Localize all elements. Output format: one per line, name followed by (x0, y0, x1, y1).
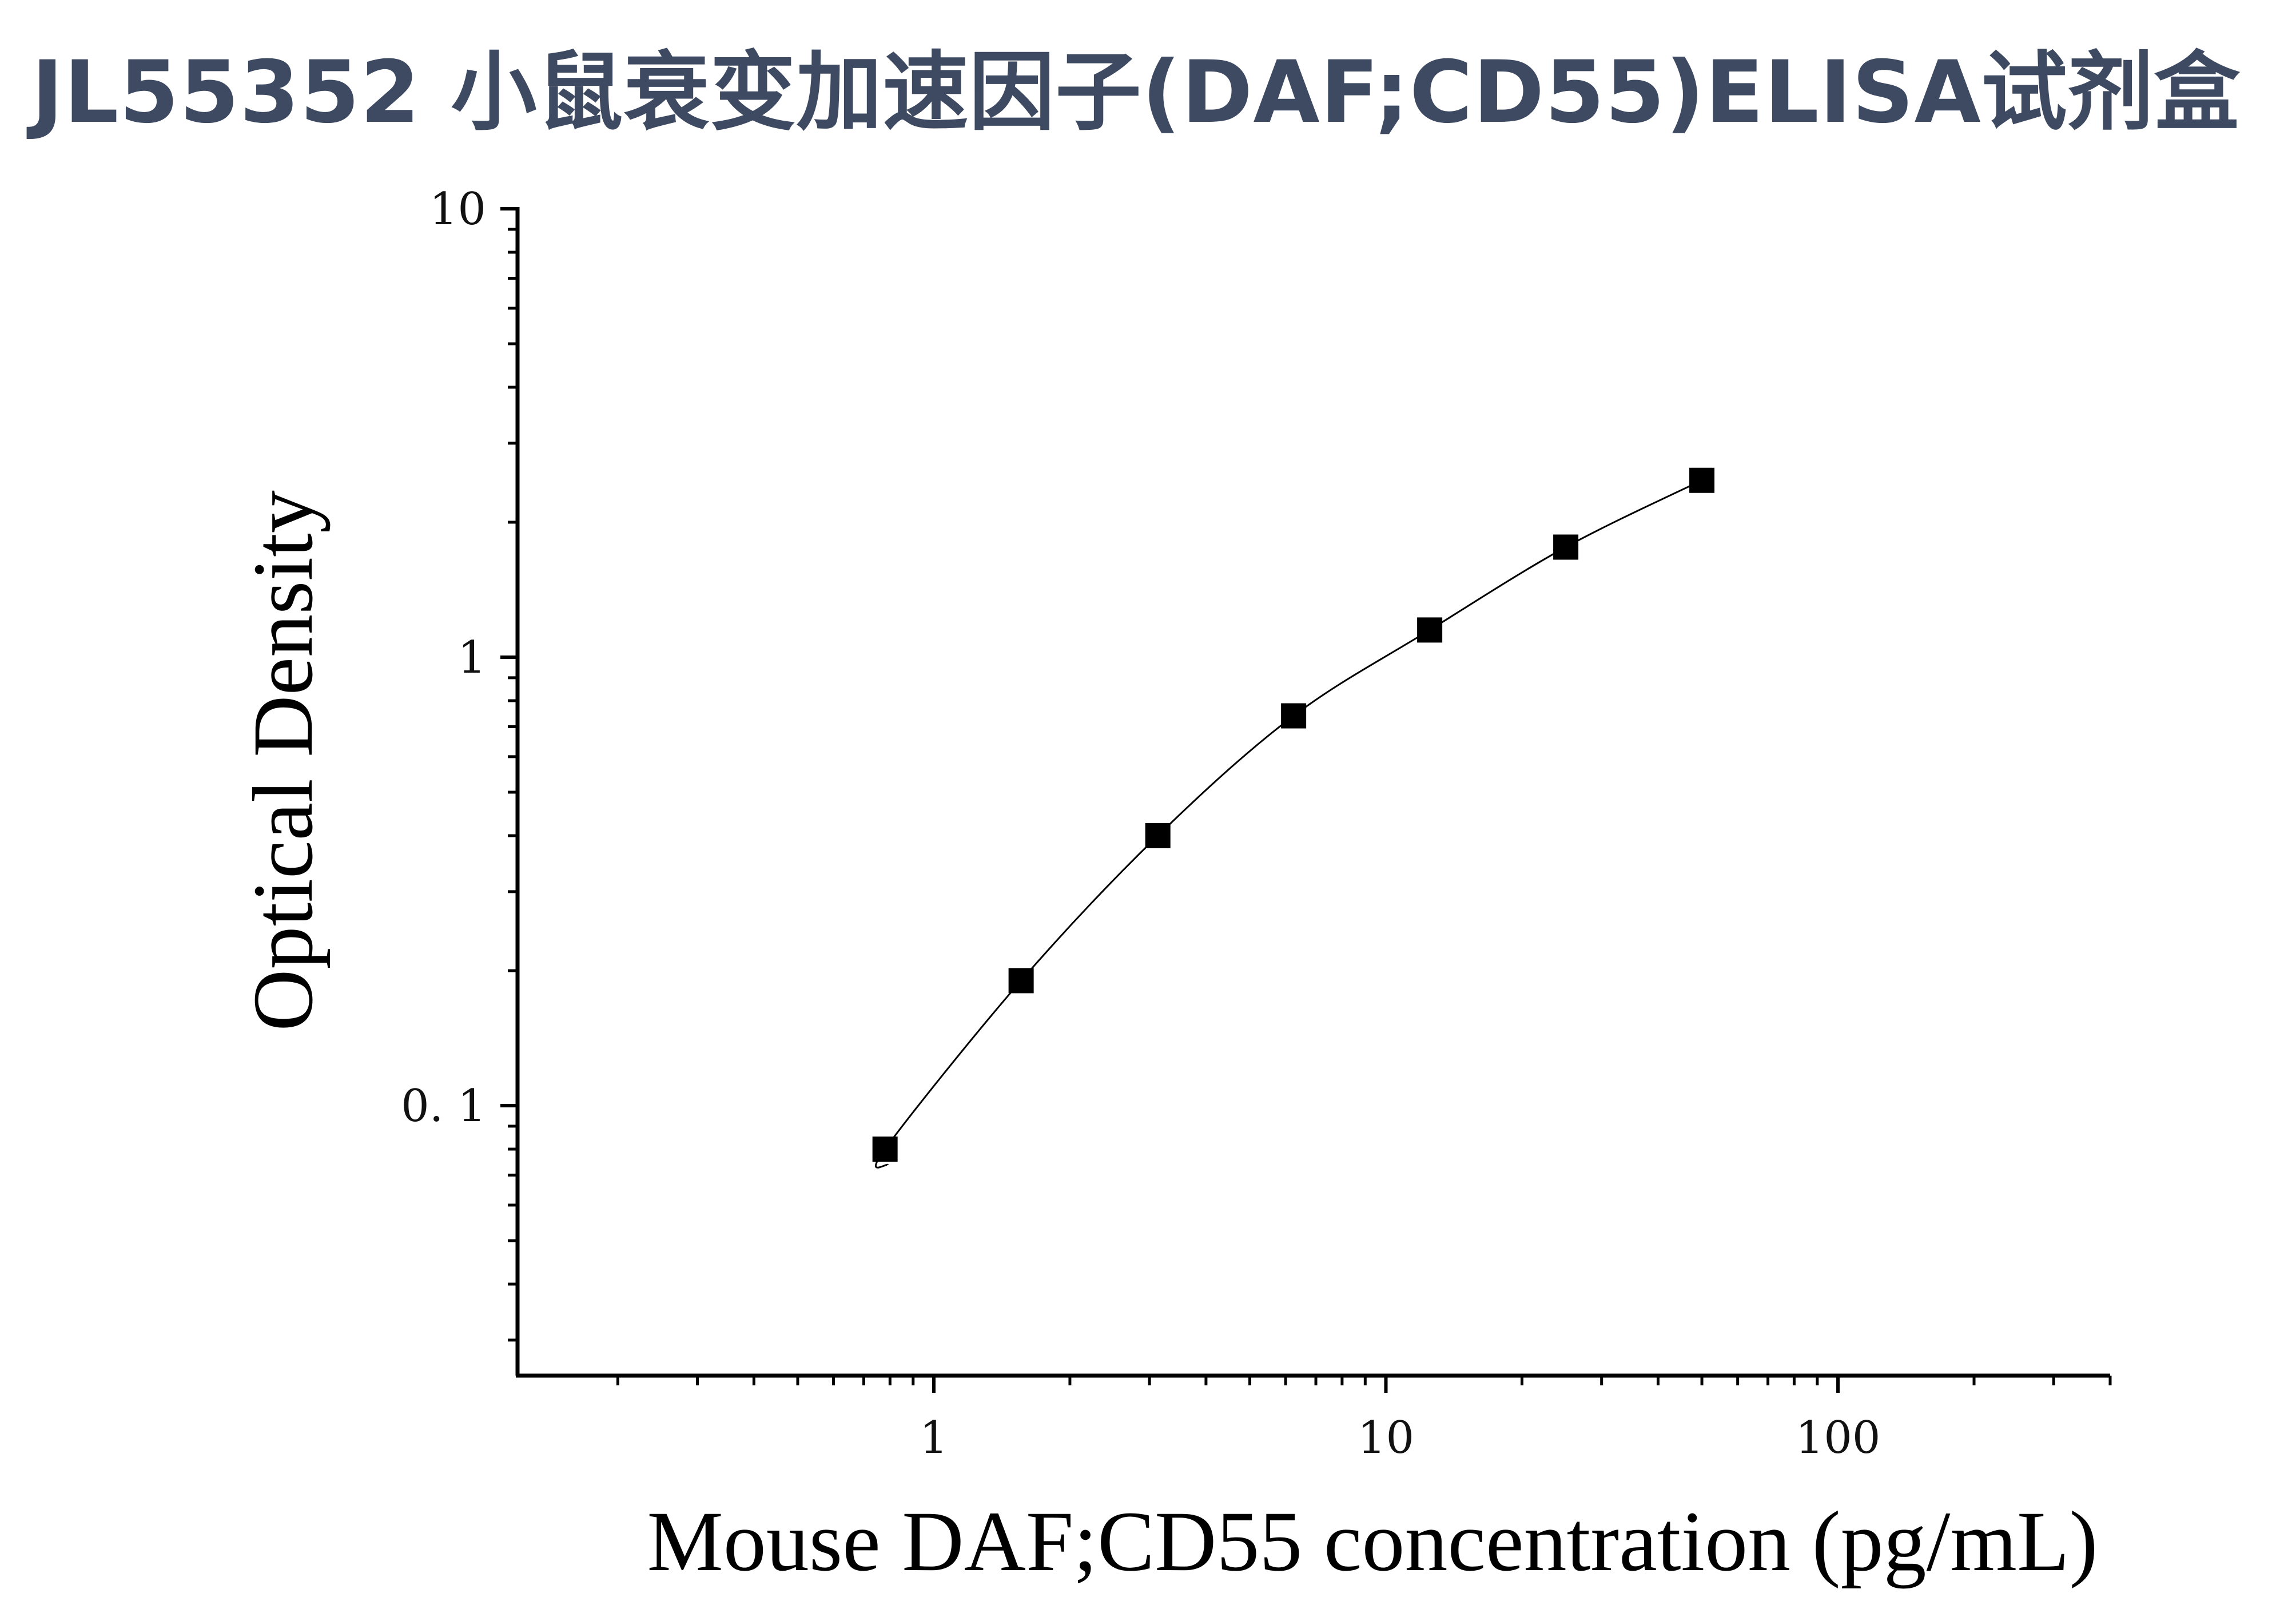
page-title: JL55352 小鼠衰变加速因子(DAF;CD55)ELISA试剂盒 (31, 43, 2241, 142)
y-axis-title: Optical Density (236, 490, 331, 1031)
x-tick-label: 100 (1796, 1412, 1881, 1464)
fit-curve-layer (874, 479, 1702, 1169)
axes (515, 207, 2110, 1378)
data-point-marker (1689, 467, 1715, 493)
data-point-marker (1281, 703, 1307, 729)
data-points (872, 467, 1715, 1162)
ticks: 0. 1 1 10 1 10 100 (401, 184, 2112, 1464)
fit-curve (874, 479, 1702, 1169)
x-axis-title: Mouse DAF;CD55 concentration (pg/mL) (647, 1494, 2098, 1589)
x-tick-label: 10 (1358, 1412, 1414, 1464)
data-point-marker (1145, 823, 1171, 848)
data-point-marker (1553, 534, 1579, 560)
data-point-marker (1008, 968, 1034, 994)
data-point-marker (1417, 617, 1443, 643)
data-point-marker (872, 1136, 898, 1162)
y-tick-label: 1 (457, 632, 486, 684)
x-tick-label: 1 (920, 1412, 948, 1464)
y-tick-label: 0. 1 (401, 1080, 486, 1132)
y-tick-label: 10 (429, 184, 486, 235)
